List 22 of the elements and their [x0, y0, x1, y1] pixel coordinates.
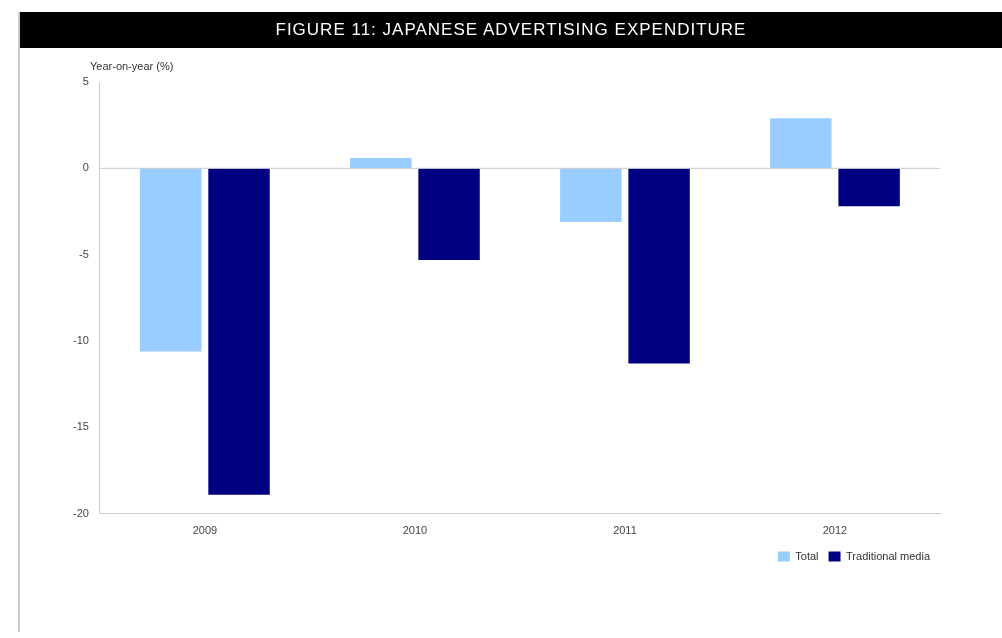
y-tick-label: 5: [82, 75, 89, 88]
y-tick-label: -20: [72, 506, 89, 519]
y-axis-title: Year-on-year (%): [90, 60, 174, 72]
y-tick-label: -10: [72, 334, 89, 347]
bar: [838, 168, 900, 207]
bar: [628, 168, 690, 364]
y-tick-label: 0: [82, 161, 89, 174]
bar: [140, 168, 202, 352]
x-tick-label: 2011: [613, 524, 637, 537]
bar: [418, 168, 480, 260]
legend-label: Traditional media: [846, 549, 931, 562]
bar: [208, 168, 270, 495]
y-tick-label: -5: [79, 247, 89, 260]
x-tick-label: 2009: [192, 524, 218, 537]
legend-label: Total: [795, 549, 819, 562]
chart-title: FIGURE 11: JAPANESE ADVERTISING EXPENDITURE: [20, 12, 1002, 48]
x-tick-label: 2010: [402, 524, 428, 537]
y-tick-label: -15: [72, 420, 89, 433]
bar: [560, 168, 622, 222]
x-tick-label: 2012: [822, 524, 848, 537]
bar: [770, 118, 832, 169]
bar: [350, 158, 412, 169]
